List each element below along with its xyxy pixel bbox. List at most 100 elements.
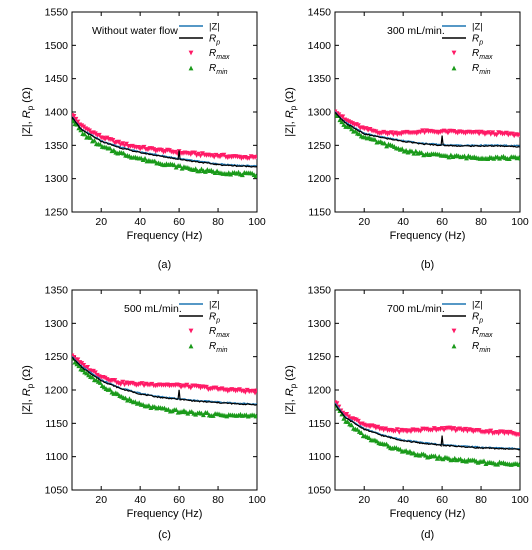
- y-axis-label-r: R: [284, 110, 296, 118]
- rmax-point: [237, 387, 242, 393]
- rmin-point: [177, 163, 183, 168]
- y-tick-label: 1050: [308, 485, 332, 497]
- rmax-point: [120, 379, 126, 385]
- rmax-point: [81, 362, 87, 368]
- rmin-point: [518, 464, 520, 468]
- y-axis-label-unit: (Ω): [21, 87, 33, 106]
- rmin-point: [76, 363, 82, 369]
- rmin-point: [450, 457, 456, 463]
- rmax-point: [172, 149, 178, 155]
- x-tick-label: 60: [173, 216, 185, 228]
- rmax-point: [517, 432, 520, 438]
- rmax-point: [196, 384, 201, 389]
- y-tick-label: 1250: [308, 351, 332, 363]
- rmin-point: [366, 435, 372, 441]
- rmin-point: [97, 380, 103, 385]
- rmin-point: [419, 150, 425, 156]
- legend-rmax-main: R: [472, 48, 479, 59]
- rmin-point: [228, 171, 234, 177]
- legend-rp-main: R: [209, 312, 216, 323]
- y-tick-label: 1200: [308, 385, 332, 397]
- rp-series-line: [335, 111, 520, 148]
- x-axis-label: Frequency (Hz): [390, 230, 466, 242]
- rmin-point: [516, 462, 520, 467]
- legend-rp-sub: p: [215, 40, 220, 47]
- y-tick-label: 1300: [308, 107, 332, 119]
- rmin-point: [193, 166, 199, 172]
- rmin-point: [399, 146, 405, 152]
- rmin-point: [255, 414, 257, 418]
- x-tick-label: 100: [511, 494, 529, 506]
- legend-rmin-sub: min: [216, 347, 227, 354]
- y-tick-label: 1350: [45, 140, 69, 152]
- y-tick-label: 1200: [45, 385, 69, 397]
- rmin-point: [354, 426, 360, 432]
- rmax-point: [335, 401, 340, 407]
- rmax-point: [72, 114, 77, 119]
- rmin-point: [142, 155, 148, 161]
- rmin-point: [349, 126, 354, 132]
- rmin-point: [345, 419, 351, 424]
- rp-series-line: [72, 116, 257, 168]
- x-tick-label: 80: [475, 216, 487, 228]
- legend-rmin-label: Rmin: [472, 63, 491, 76]
- y-tick-label: 1550: [45, 7, 69, 19]
- x-tick-label: 40: [134, 216, 146, 228]
- rmax-point: [85, 364, 90, 370]
- x-tick-label: 100: [248, 216, 266, 228]
- rmin-point: [413, 148, 419, 154]
- x-tick-label: 80: [212, 216, 224, 228]
- legend-rmax-main: R: [472, 326, 479, 337]
- rmin-point: [341, 415, 347, 421]
- rmin-point: [518, 157, 520, 161]
- x-tick-label: 40: [397, 216, 409, 228]
- legend-rp-sub: p: [215, 318, 220, 325]
- rp-series-line: [72, 357, 257, 406]
- rmin-point: [358, 430, 364, 436]
- y-axis-label-z: |Z|,: [284, 118, 296, 137]
- rmax-point: [209, 153, 215, 159]
- rmax-point: [340, 114, 346, 120]
- legend-rp-main: R: [472, 34, 479, 45]
- rmin-point: [78, 127, 84, 133]
- rmax-point: [252, 390, 257, 396]
- rmin-point: [432, 453, 438, 459]
- legend-rmax-sub: max: [216, 54, 230, 61]
- x-tick-label: 20: [95, 216, 107, 228]
- rmin-point: [349, 422, 354, 428]
- legend-rmax-marker: [451, 50, 457, 56]
- rmax-point: [350, 121, 355, 126]
- rmax-point: [118, 382, 124, 387]
- rmin-point: [485, 156, 491, 161]
- y-axis-label: |Z|, Rp (Ω): [21, 87, 35, 137]
- legend-rmin-marker: [188, 343, 194, 349]
- x-tick-label: 60: [436, 216, 448, 228]
- x-axis-label: Frequency (Hz): [127, 230, 203, 242]
- legend-rmin-main: R: [209, 63, 216, 74]
- legend-rmax-label: Rmax: [209, 48, 230, 61]
- rmin-point: [97, 141, 103, 147]
- rmin-point: [497, 155, 502, 161]
- rmin-point: [90, 374, 95, 380]
- rmax-point: [91, 368, 96, 374]
- y-axis-label-z: |Z|,: [284, 396, 296, 415]
- rmin-point: [491, 155, 497, 161]
- rmin-point: [372, 136, 378, 142]
- plot-frame: [334, 289, 521, 491]
- rmin-point: [224, 413, 230, 419]
- panel-title: 500 mL/min.: [124, 303, 182, 315]
- rmin-point: [82, 131, 88, 137]
- y-tick-label: 1250: [308, 140, 332, 152]
- rmin-point: [171, 162, 177, 168]
- rmax-point: [476, 428, 482, 433]
- rmax-point: [468, 427, 474, 433]
- rmax-point: [94, 372, 100, 378]
- legend-rmax-label: Rmax: [472, 326, 493, 339]
- rmax-point: [198, 153, 203, 159]
- rmax-point: [354, 122, 359, 127]
- rmax-point: [96, 132, 102, 138]
- rmax-point: [87, 128, 92, 134]
- y-tick-label: 1450: [45, 73, 69, 85]
